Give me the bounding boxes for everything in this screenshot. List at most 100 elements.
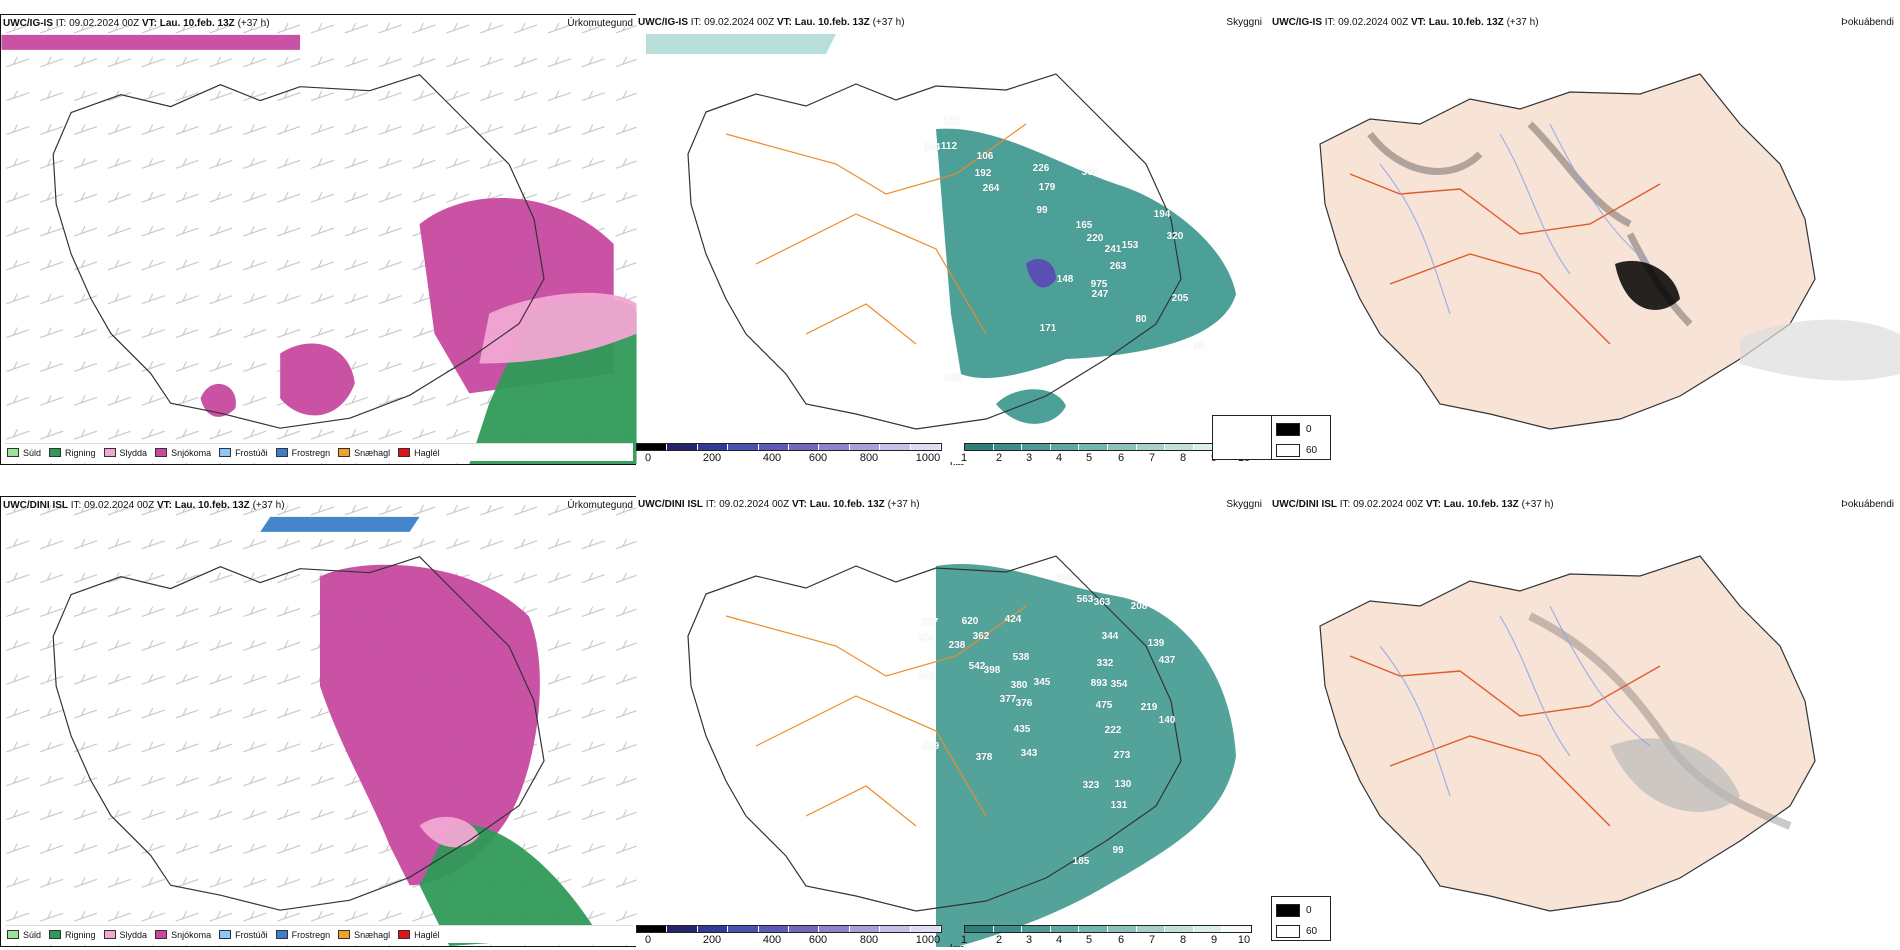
visibility-label-4: 4 <box>1055 934 1063 946</box>
snowfall-area <box>1 34 301 50</box>
visibility-scale-bar <box>964 925 1252 933</box>
fog-index-field <box>1610 738 1740 812</box>
legend-label-slydda: Slydda <box>119 447 148 458</box>
legend-label-haglel: Haglél <box>414 447 440 458</box>
cloud-base-label: 263 <box>1110 261 1127 272</box>
precip-type-legend: Súld Rigning Slydda Snjókoma Frostúði Fr… <box>5 925 633 943</box>
legend-label-frostregn: Frostregn <box>291 929 331 940</box>
ceiling-label-1000: 1000 <box>915 934 941 946</box>
ceiling-scale: m 0 200 400 600 800 1000 <box>636 925 942 947</box>
legend-swatch-sudl <box>7 448 19 457</box>
cloud-base-label: 106 <box>977 151 994 162</box>
iceland-coastline <box>687 73 1182 430</box>
cloud-base-label: 35 <box>1193 341 1205 352</box>
legend-label-snjokoma: Snjókoma <box>171 447 212 458</box>
cloud-base-label: 139 <box>1148 638 1165 649</box>
cloud-base-label: 344 <box>1102 631 1119 642</box>
cloud-base-label: 538 <box>1013 652 1030 663</box>
ceiling-label-800: 800 <box>859 934 879 946</box>
cloud-base-label: 130 <box>1115 779 1132 790</box>
legend-item-rigning: Rigning <box>49 448 96 458</box>
fog-black-label: 0 <box>1306 424 1312 435</box>
visibility-label-2: 2 <box>995 934 1003 946</box>
cloud-base-label: 435 <box>1014 724 1031 735</box>
cloud-base-label: 140 <box>1159 715 1176 726</box>
legend-label-snjokoma: Snjókoma <box>171 929 212 940</box>
rain-area <box>419 824 599 946</box>
visibility-label-3: 3 <box>1025 452 1033 464</box>
precip-type-panel-bottom: UWC/DINI ISL IT: 09.02.2024 00Z VT: Lau.… <box>0 496 638 947</box>
cloud-base-label: 635 <box>1056 573 1073 584</box>
legend-item-sudl: Súld <box>7 448 41 458</box>
fog-legend-white-row: 60 <box>1276 443 1326 458</box>
fog-white-swatch <box>1276 925 1300 938</box>
visibility-label-2: 2 <box>995 452 1003 464</box>
fog-index-panel-bottom: UWC/DINI ISL IT: 09.02.2024 00Z VT: Lau.… <box>1270 496 1900 947</box>
legend-swatch-snaehagl <box>338 930 351 939</box>
visibility-unit: km <box>950 943 965 947</box>
cloud-base-label: 365 <box>1082 167 1099 178</box>
legend-swatch-frostregn <box>275 930 288 939</box>
cloud-base-label: 542 <box>969 661 986 672</box>
road-network <box>725 123 1027 345</box>
visibility-panel-top: UWC/IG-IS IT: 09.02.2024 00Z VT: Lau. 10… <box>636 14 1272 465</box>
legend-item-snjokoma: Snjókoma <box>155 930 211 940</box>
cloud-base-label: 563 <box>1077 594 1094 605</box>
cloud-base-label: 345 <box>1034 677 1051 688</box>
cloud-base-label: 80 <box>1135 314 1147 325</box>
cloud-base-label: 475 <box>1096 700 1113 711</box>
cloud-base-label: 131 <box>1111 800 1128 811</box>
visibility-area <box>936 128 1236 379</box>
cloud-base-label: 99 <box>1112 845 1124 856</box>
legend-swatch-slydda <box>103 448 116 457</box>
visibility-scale-labels: km 1 2 3 4 5 6 7 8 9 10 <box>950 452 1252 465</box>
visibility-label-5: 5 <box>1085 452 1093 464</box>
visibility-label-8: 8 <box>1179 452 1187 464</box>
cloud-base-label: 192 <box>975 168 992 179</box>
legend-swatch-frostudi <box>219 448 232 457</box>
cloud-base-label: 205 <box>1172 293 1189 304</box>
cloud-base-label: 171 <box>944 116 961 127</box>
legend-label-sudl: Súld <box>23 447 42 458</box>
legend-swatch-frostudi <box>219 930 232 939</box>
cloud-base-label: 208 <box>1131 601 1148 612</box>
legend-item-slydda: Slydda <box>103 447 148 458</box>
legend-swatch-snjokoma <box>155 930 168 939</box>
visibility-area <box>936 563 1236 947</box>
ceiling-label-200: 200 <box>702 934 722 946</box>
cloud-base-label: 238 <box>949 640 966 651</box>
visibility-label-5: 5 <box>1085 934 1093 946</box>
legend-swatch-rigning <box>49 448 62 457</box>
cloud-base-label: 398 <box>984 665 1001 676</box>
legend-swatch-slydda <box>103 930 116 939</box>
ceiling-scale-labels: m 0 200 400 600 800 1000 <box>636 452 942 464</box>
fog-index-legend: 0 60 <box>1271 415 1331 460</box>
precip-type-legend: Súld Rigning Slydda Snjókoma Frostúði Fr… <box>5 443 633 461</box>
fog-index-field <box>1615 260 1680 310</box>
cloud-base-label: 332 <box>1097 658 1114 669</box>
visibility-label-9: 9 <box>1210 934 1218 946</box>
legend-label-haglel: Haglél <box>414 929 440 940</box>
cloud-base-label: 273 <box>1114 750 1131 761</box>
cloud-base-label: 99 <box>1036 205 1048 216</box>
cloud-base-label: 112 <box>941 141 958 152</box>
fog-white-label: 60 <box>1306 926 1318 937</box>
legend-item-frostregn: Frostregn <box>275 448 330 458</box>
legend-swatch-rigning <box>49 930 62 939</box>
visibility-label-7: 7 <box>1148 452 1156 464</box>
cloud-base-label: 179 <box>1039 182 1056 193</box>
fog-index-legend <box>1212 415 1272 460</box>
fog-legend-black-row: 0 <box>1276 422 1326 437</box>
fog-black-label: 0 <box>1306 905 1312 916</box>
legend-item-rigning: Rigning <box>49 930 96 940</box>
cloud-base-label: 119 <box>923 741 940 752</box>
iceland-map <box>1319 555 1816 912</box>
ceiling-label-1000: 1000 <box>915 452 941 464</box>
cloud-base-label: 226 <box>1033 163 1050 174</box>
legend-item-haglel: Haglél <box>398 930 440 940</box>
cloud-base-label: 376 <box>1016 698 1033 709</box>
snowfall-area <box>280 343 355 416</box>
